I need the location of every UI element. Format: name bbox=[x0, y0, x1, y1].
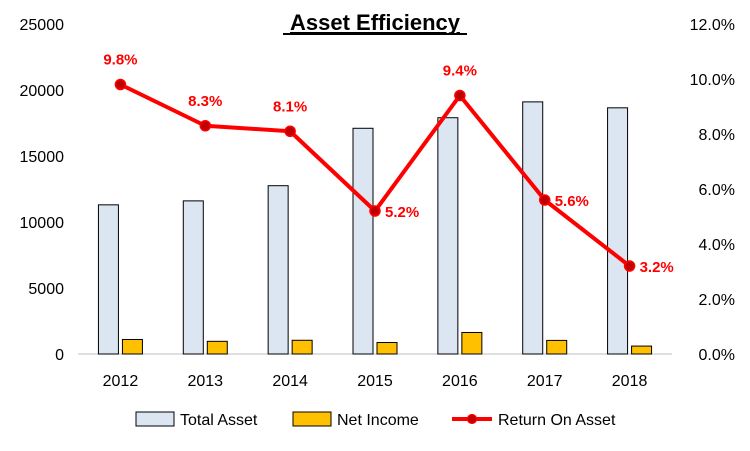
bar-total-asset bbox=[267, 185, 289, 355]
data-label-return-on-asset: 9.8% bbox=[103, 52, 137, 69]
bar-total-asset bbox=[97, 204, 119, 355]
left-tick-label: 25000 bbox=[20, 17, 65, 34]
right-axis: 0.0% 2.0% 4.0% 6.0% 8.0% 10.0% 12.0% bbox=[690, 17, 735, 364]
bar-net-income bbox=[631, 345, 653, 355]
marker-return-on-asset bbox=[454, 89, 466, 102]
x-tick-label: 2012 bbox=[103, 373, 139, 390]
marker-return-on-asset bbox=[114, 78, 127, 91]
x-tick-label: 2014 bbox=[272, 373, 308, 390]
right-tick-label: 4.0% bbox=[699, 237, 735, 254]
marker-return-on-asset bbox=[369, 205, 381, 217]
right-tick-label: 2.0% bbox=[699, 292, 735, 309]
x-tick-label: 2015 bbox=[357, 373, 393, 390]
data-label-return-on-asset: 5.2% bbox=[385, 204, 419, 221]
right-tick-label: 0.0% bbox=[699, 347, 735, 364]
left-tick-label: 20000 bbox=[20, 83, 65, 100]
marker-return-on-asset bbox=[538, 194, 551, 206]
left-tick-label: 5000 bbox=[28, 281, 64, 298]
bar-net-income bbox=[206, 340, 228, 355]
data-label-return-on-asset: 8.1% bbox=[273, 98, 307, 115]
x-tick-label: 2013 bbox=[187, 373, 223, 390]
legend-label-return-on-asset: Return On Asset bbox=[498, 412, 616, 429]
x-axis: 2012 2013 2014 2015 2016 2017 2018 bbox=[103, 373, 648, 390]
legend-label-net-income: Net Income bbox=[337, 412, 419, 429]
left-tick-label: 15000 bbox=[20, 149, 65, 166]
legend-label-total-asset: Total Asset bbox=[180, 412, 258, 429]
legend-swatch-net-income bbox=[292, 411, 332, 427]
right-tick-label: 8.0% bbox=[699, 127, 735, 144]
x-tick-label: 2016 bbox=[442, 373, 478, 390]
bar-total-asset bbox=[607, 107, 629, 355]
data-label-return-on-asset: 8.3% bbox=[188, 93, 222, 110]
left-axis: 0 5000 10000 15000 20000 25000 bbox=[20, 17, 65, 364]
bar-net-income bbox=[291, 339, 313, 355]
data-label-return-on-asset: 9.4% bbox=[443, 63, 477, 80]
right-tick-label: 6.0% bbox=[699, 182, 735, 199]
legend-marker-return-on-asset bbox=[466, 413, 478, 425]
bar-total-asset bbox=[182, 200, 204, 355]
left-tick-label: 0 bbox=[55, 347, 64, 364]
legend-swatch-total-asset bbox=[135, 411, 175, 427]
legend: Total Asset Net Income Return On Asset bbox=[135, 411, 616, 429]
x-tick-label: 2017 bbox=[527, 373, 563, 390]
bar-net-income bbox=[546, 339, 568, 355]
data-label-return-on-asset: 3.2% bbox=[640, 259, 674, 276]
right-tick-label: 10.0% bbox=[690, 72, 735, 89]
bar-net-income bbox=[121, 338, 143, 355]
right-tick-label: 12.0% bbox=[690, 17, 735, 34]
left-tick-label: 10000 bbox=[20, 215, 65, 232]
bar-total-asset bbox=[352, 127, 374, 355]
marker-return-on-asset bbox=[284, 125, 296, 137]
return-on-asset-series: 9.8% 8.3% 8.1% 5.2% 9.4% 5.6% 3.2% bbox=[103, 52, 673, 277]
marker-return-on-asset bbox=[623, 260, 636, 272]
data-label-return-on-asset: 5.6% bbox=[555, 193, 589, 210]
bar-net-income bbox=[376, 342, 398, 355]
bar-total-asset bbox=[437, 117, 459, 355]
x-tick-label: 2018 bbox=[612, 373, 648, 390]
bar-net-income bbox=[461, 331, 483, 355]
marker-return-on-asset bbox=[199, 120, 212, 132]
bar-total-asset bbox=[522, 101, 544, 355]
chart-title: Asset Efficiency bbox=[290, 10, 461, 35]
bars bbox=[97, 101, 653, 355]
